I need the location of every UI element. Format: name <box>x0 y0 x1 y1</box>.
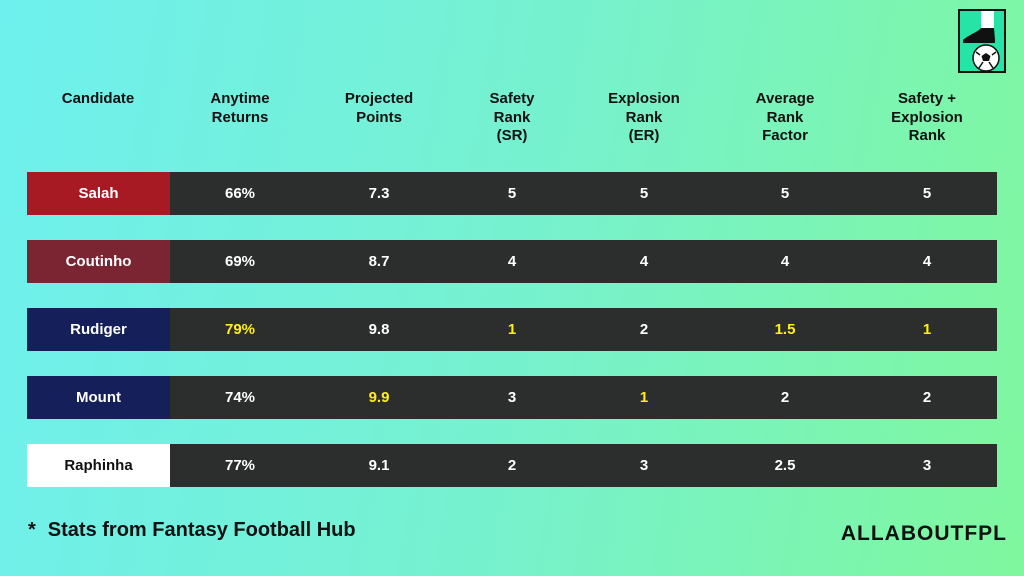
safety-explosion-rank-value: 2 <box>922 389 932 406</box>
anytime-returns-value: 69% <box>224 253 256 270</box>
candidate-name: Rudiger <box>27 308 170 351</box>
header-candidate: Candidate <box>61 90 135 107</box>
row-values: 77% 9.1 2 3 2.5 3 <box>170 444 997 487</box>
table-row: Rudiger 79% 9.8 1 2 1.5 1 <box>27 308 997 351</box>
header-average-rank-factor: Average Rank Factor <box>755 90 815 144</box>
average-rank-factor-value: 2.5 <box>774 457 796 474</box>
safety-explosion-rank-value: 5 <box>922 185 932 202</box>
row-values: 74% 9.9 3 1 2 2 <box>170 376 997 419</box>
explosion-rank-value: 2 <box>639 321 649 338</box>
row-values: 66% 7.3 5 5 5 5 <box>170 172 997 215</box>
safety-rank-value: 3 <box>507 389 517 406</box>
candidate-name: Coutinho <box>27 240 170 283</box>
header-explosion-rank: Explosion Rank (ER) <box>608 90 680 144</box>
explosion-rank-value: 4 <box>639 253 649 270</box>
projected-points-value: 9.1 <box>368 457 390 474</box>
header-anytime-returns: Anytime Returns <box>210 90 270 126</box>
projected-points-value: 8.7 <box>368 253 390 270</box>
safety-rank-value: 1 <box>507 321 517 338</box>
candidate-name: Mount <box>27 376 170 419</box>
explosion-rank-value: 5 <box>639 185 649 202</box>
boot-on-football-icon <box>963 11 1000 72</box>
safety-explosion-rank-value: 4 <box>922 253 932 270</box>
table-row: Salah 66% 7.3 5 5 5 5 <box>27 172 997 215</box>
projected-points-value: 9.9 <box>368 389 390 406</box>
candidate-name: Raphinha <box>27 444 170 487</box>
average-rank-factor-value: 2 <box>780 389 790 406</box>
anytime-returns-value: 74% <box>224 389 256 406</box>
safety-explosion-rank-value: 3 <box>922 457 932 474</box>
projected-points-value: 9.8 <box>368 321 390 338</box>
safety-rank-value: 4 <box>507 253 517 270</box>
average-rank-factor-value: 5 <box>780 185 790 202</box>
row-values: 69% 8.7 4 4 4 4 <box>170 240 997 283</box>
logo-badge <box>958 9 1006 73</box>
anytime-returns-value: 66% <box>224 185 256 202</box>
safety-rank-value: 2 <box>507 457 517 474</box>
table-row: Mount 74% 9.9 3 1 2 2 <box>27 376 997 419</box>
explosion-rank-value: 1 <box>639 389 649 406</box>
header-safety-rank: Safety Rank (SR) <box>489 90 535 144</box>
footnote-star: * <box>28 519 36 541</box>
footnote: * Stats from Fantasy Football Hub <box>28 519 356 542</box>
brand-wordmark: ALLABOUTFPL <box>840 522 1007 545</box>
table-row: Raphinha 77% 9.1 2 3 2.5 3 <box>27 444 997 487</box>
candidate-name: Salah <box>27 172 170 215</box>
average-rank-factor-value: 4 <box>780 253 790 270</box>
explosion-rank-value: 3 <box>639 457 649 474</box>
header-safety-explosion-rank: Safety + Explosion Rank <box>891 90 963 144</box>
table-header: Candidate Anytime Returns Projected Poin… <box>0 90 1024 150</box>
anytime-returns-value: 79% <box>224 321 256 338</box>
projected-points-value: 7.3 <box>368 185 390 202</box>
average-rank-factor-value: 1.5 <box>774 321 796 338</box>
header-projected-points: Projected Points <box>344 90 414 126</box>
footnote-text: Stats from Fantasy Football Hub <box>47 519 356 541</box>
safety-explosion-rank-value: 1 <box>922 321 932 338</box>
row-values: 79% 9.8 1 2 1.5 1 <box>170 308 997 351</box>
table-row: Coutinho 69% 8.7 4 4 4 4 <box>27 240 997 283</box>
anytime-returns-value: 77% <box>224 457 256 474</box>
safety-rank-value: 5 <box>507 185 517 202</box>
